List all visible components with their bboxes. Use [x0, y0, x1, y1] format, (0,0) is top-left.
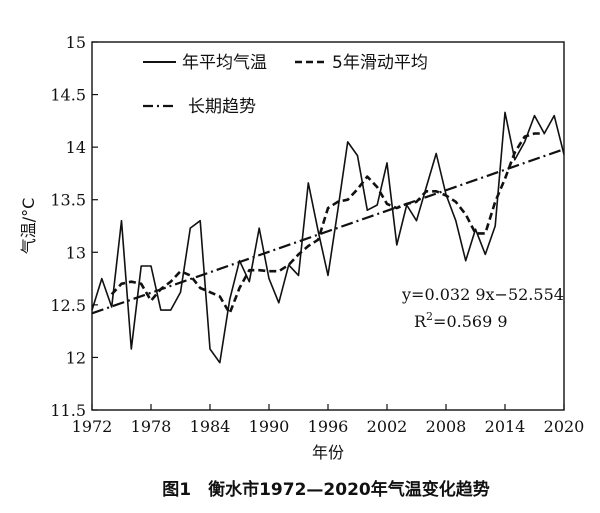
x-tick-label: 2014	[485, 417, 526, 436]
x-axis-ticks: 1972 1978 1984 1990 1996 2002 2008 2014 2020	[72, 404, 585, 436]
y-tick-label: 11.5	[50, 401, 86, 420]
legend: 年平均气温 5年滑动平均 长期趋势	[143, 53, 428, 117]
series-layer	[91, 111, 565, 364]
r-squared-value: =0.569 9	[433, 312, 507, 331]
x-tick-label: 2002	[367, 417, 408, 436]
y-axis-title: 气温/°C	[19, 198, 38, 255]
plot-frame	[91, 41, 565, 411]
r-squared: R2=0.569 9	[414, 310, 508, 331]
x-tick-label: 1972	[72, 417, 113, 436]
legend-label-trend: 长期趋势	[188, 97, 256, 117]
y-tick-label: 15	[66, 33, 86, 52]
y-tick-label: 13	[66, 243, 86, 262]
r-squared-sup: 2	[426, 310, 433, 323]
series-annual-mean-line	[91, 111, 565, 364]
series-5yr-moving-average-line	[110, 132, 545, 315]
figure-caption: 图1 衡水市1972—2020年气温变化趋势	[162, 479, 489, 500]
legend-label-annual: 年平均气温	[182, 53, 267, 73]
y-tick-label: 13.5	[50, 191, 86, 210]
y-axis-ticks: 11.5 12 12.5 13 13.5 14 14.5 15	[50, 33, 98, 420]
x-tick-label: 1978	[131, 417, 172, 436]
r-squared-prefix: R	[414, 312, 427, 331]
regression-equation: y=0.032 9x−52.554	[401, 285, 564, 304]
y-tick-label: 12	[66, 348, 86, 367]
x-axis-title: 年份	[312, 443, 344, 462]
series-long-term-trend-line	[91, 148, 565, 315]
y-tick-label: 14.5	[50, 86, 86, 105]
y-tick-label: 14	[66, 138, 86, 157]
legend-label-moving: 5年滑动平均	[332, 53, 428, 73]
x-tick-label: 1984	[190, 417, 231, 436]
x-tick-label: 1990	[249, 417, 290, 436]
x-tick-label: 2008	[426, 417, 467, 436]
x-tick-label: 1996	[308, 417, 349, 436]
x-tick-label: 2020	[544, 417, 585, 436]
y-tick-label: 12.5	[50, 296, 86, 315]
